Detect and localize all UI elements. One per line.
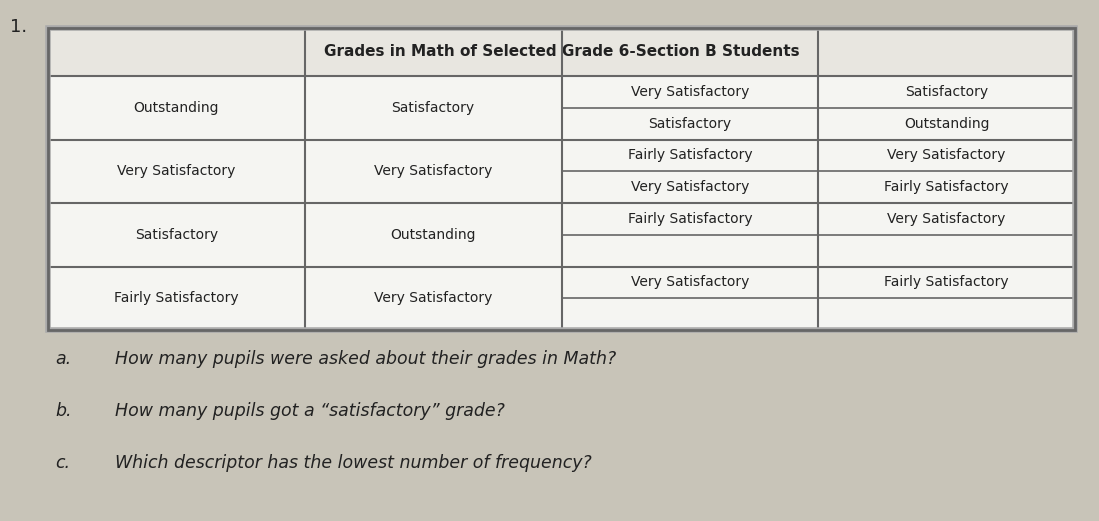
Text: 1.: 1. bbox=[10, 18, 27, 36]
Text: How many pupils were asked about their grades in Math?: How many pupils were asked about their g… bbox=[115, 350, 617, 368]
Bar bbox=[48, 28, 1075, 76]
Text: Very Satisfactory: Very Satisfactory bbox=[887, 148, 1006, 163]
Text: Very Satisfactory: Very Satisfactory bbox=[374, 291, 492, 305]
Text: Very Satisfactory: Very Satisfactory bbox=[118, 164, 235, 178]
Text: Outstanding: Outstanding bbox=[390, 228, 476, 242]
Bar bbox=[48, 28, 1075, 330]
Text: Very Satisfactory: Very Satisfactory bbox=[887, 212, 1006, 226]
Bar bbox=[48, 28, 1075, 330]
Text: Very Satisfactory: Very Satisfactory bbox=[631, 180, 750, 194]
Text: Satisfactory: Satisfactory bbox=[906, 85, 988, 99]
Text: Satisfactory: Satisfactory bbox=[135, 228, 218, 242]
Text: Which descriptor has the lowest number of frequency?: Which descriptor has the lowest number o… bbox=[115, 454, 591, 472]
Text: b.: b. bbox=[55, 402, 71, 420]
Text: Outstanding: Outstanding bbox=[903, 117, 989, 131]
Text: Very Satisfactory: Very Satisfactory bbox=[374, 164, 492, 178]
Text: Fairly Satisfactory: Fairly Satisfactory bbox=[628, 212, 752, 226]
Text: Outstanding: Outstanding bbox=[134, 101, 219, 115]
Text: Fairly Satisfactory: Fairly Satisfactory bbox=[885, 180, 1009, 194]
Text: Fairly Satisfactory: Fairly Satisfactory bbox=[628, 148, 752, 163]
Text: Very Satisfactory: Very Satisfactory bbox=[631, 85, 750, 99]
Text: Fairly Satisfactory: Fairly Satisfactory bbox=[885, 276, 1009, 289]
Text: c.: c. bbox=[55, 454, 70, 472]
Text: Satisfactory: Satisfactory bbox=[391, 101, 475, 115]
Text: How many pupils got a “satisfactory” grade?: How many pupils got a “satisfactory” gra… bbox=[115, 402, 504, 420]
Text: Fairly Satisfactory: Fairly Satisfactory bbox=[114, 291, 238, 305]
Bar bbox=[48, 28, 1075, 330]
Text: Satisfactory: Satisfactory bbox=[648, 117, 732, 131]
Text: Very Satisfactory: Very Satisfactory bbox=[631, 276, 750, 289]
Text: a.: a. bbox=[55, 350, 71, 368]
Text: Grades in Math of Selected Grade 6-Section B Students: Grades in Math of Selected Grade 6-Secti… bbox=[324, 44, 799, 59]
